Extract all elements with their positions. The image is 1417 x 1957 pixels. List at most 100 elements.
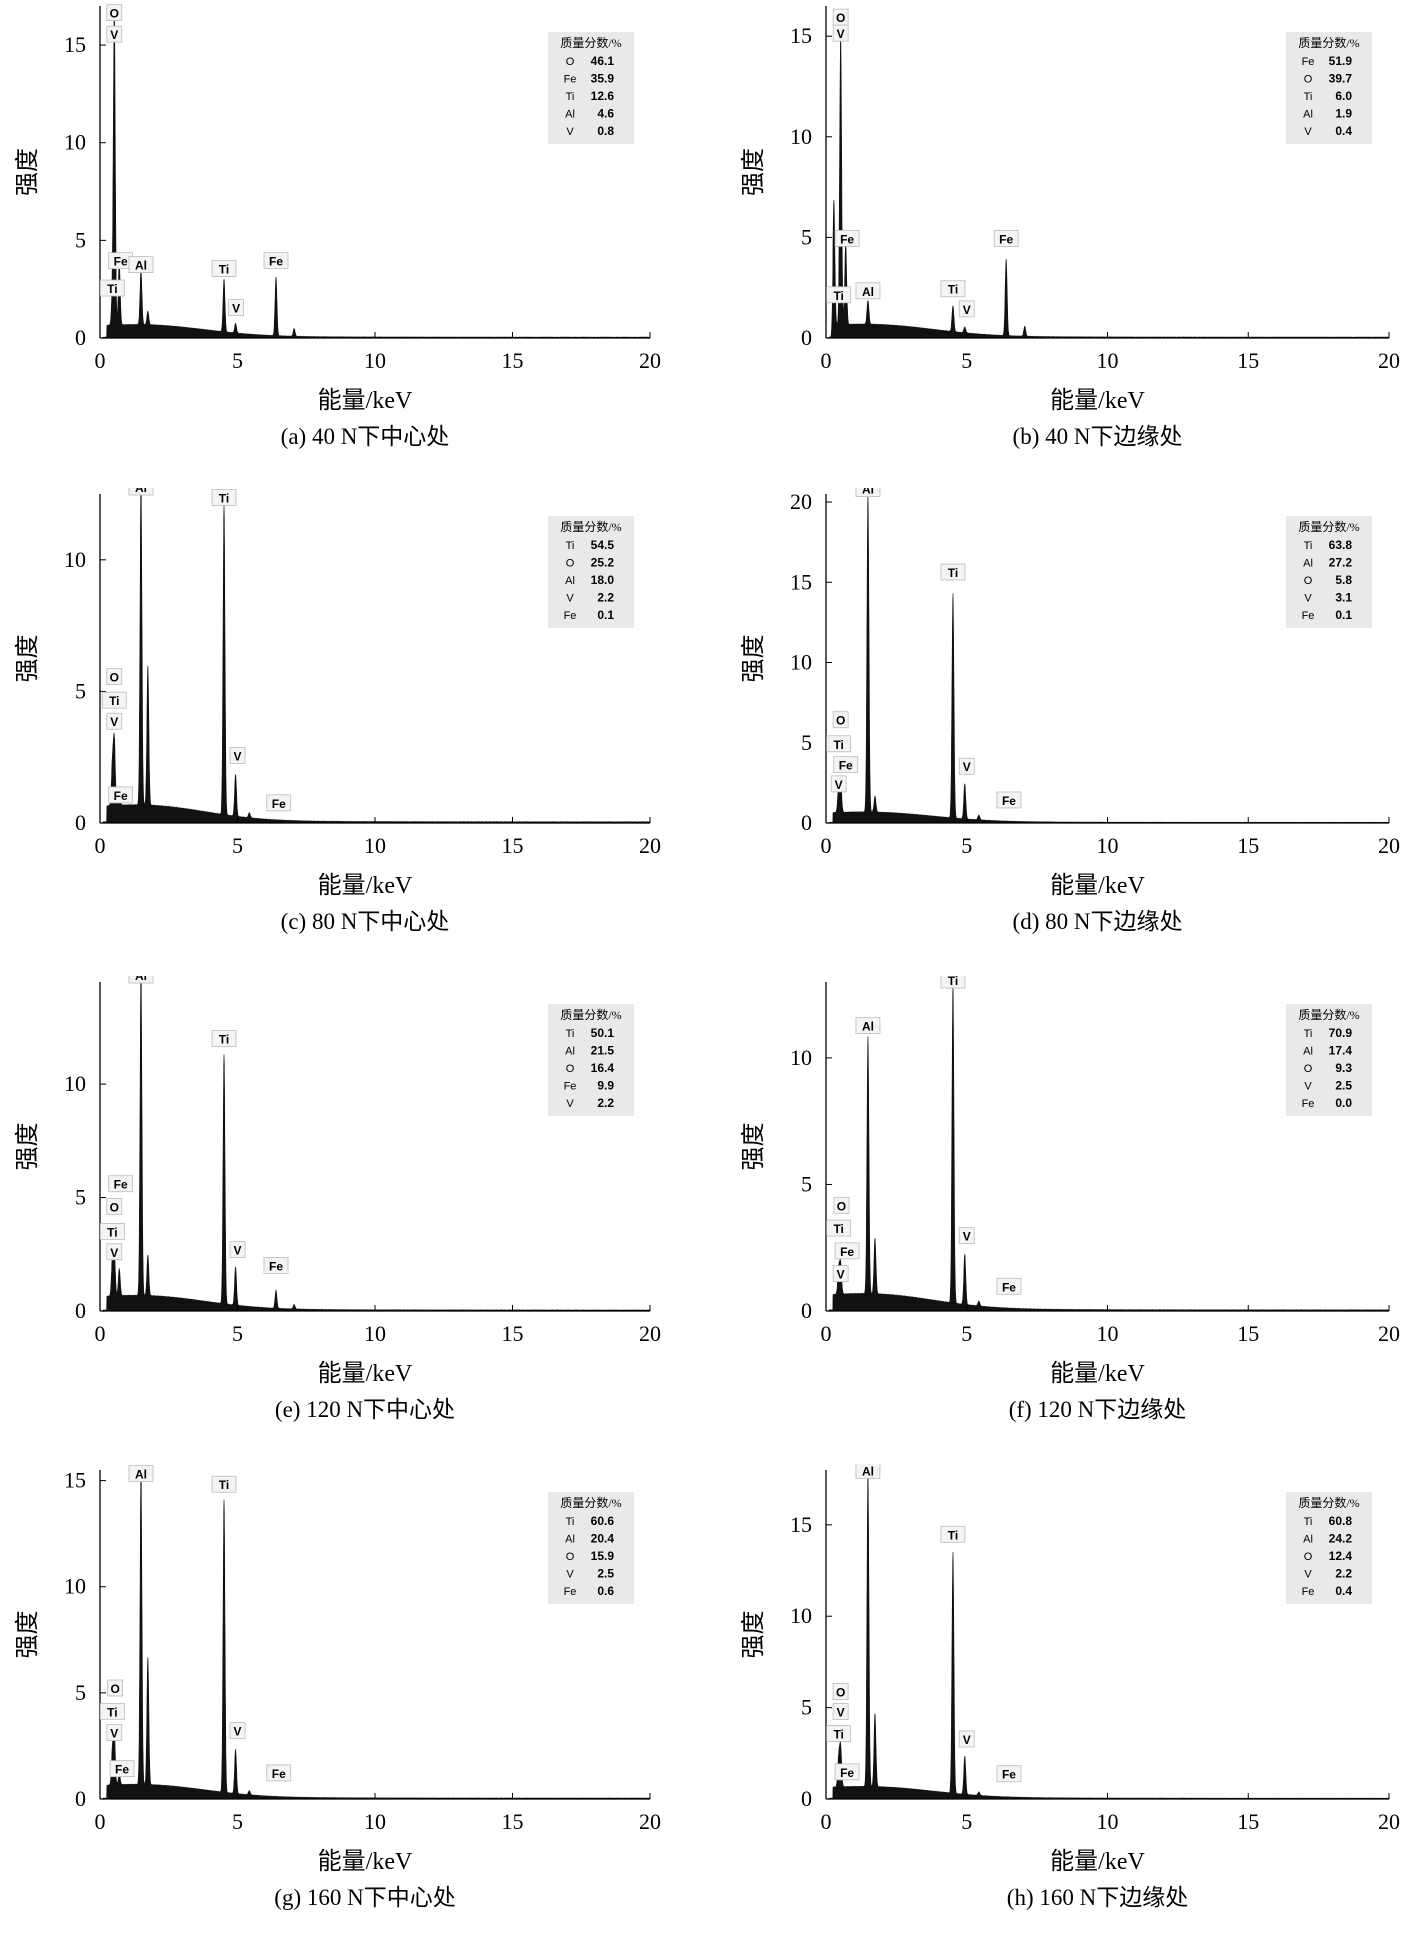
peak-label-box <box>128 256 154 274</box>
peak-label: V <box>958 1227 975 1245</box>
y-tick-label: 0 <box>801 810 812 835</box>
legend-element: Ti <box>1304 540 1313 552</box>
y-tick-label: 5 <box>801 1695 812 1720</box>
composition-legend: 质量分数/% Ti 63.8 Al 27.2 O 5.8 V 3.1 Fe 0.1 <box>1286 516 1372 628</box>
legend-mass-fraction: 12.4 <box>1329 1549 1353 1563</box>
legend-mass-fraction: 2.2 <box>597 591 614 605</box>
peak-label-text: Ti <box>833 1728 843 1742</box>
eds-panel: 0 5 10 15 20 0 5 10 15 能量/keV 强度 (g) 160 N下中心处 Al Ti O… <box>0 1464 708 1952</box>
peak-label-box <box>211 260 237 277</box>
peak-label-text: Al <box>135 1468 147 1482</box>
x-tick-label: 15 <box>1237 833 1259 858</box>
peak-label: Al <box>855 282 881 300</box>
y-axis-label: 强度 <box>14 148 41 196</box>
peak-label: O <box>106 668 123 685</box>
peak-label-text: Al <box>862 1464 874 1478</box>
eds-panel: 0 5 10 15 20 0 5 10 15 能量/keV 强度 (a) 40 N下中心处 O V Fe Ti… <box>0 0 708 488</box>
peak-label-text: Ti <box>219 1033 229 1047</box>
peak-label-box <box>826 286 852 304</box>
x-tick-label: 15 <box>502 833 524 858</box>
peak-label: Fe <box>996 791 1022 809</box>
legend-mass-fraction: 24.2 <box>1329 1532 1353 1546</box>
legend-mass-fraction: 4.6 <box>597 107 614 121</box>
peak-label: Fe <box>996 1277 1022 1295</box>
x-axis-label: 能量/keV <box>318 872 413 899</box>
peak-label-text: O <box>836 1685 845 1699</box>
y-tick-label: 10 <box>790 1045 812 1070</box>
legend-element: V <box>1304 1081 1312 1093</box>
peak-label-text: Fe <box>840 232 854 246</box>
y-tick-label: 10 <box>790 124 812 149</box>
peak-label-box <box>128 1465 154 1483</box>
panel-caption: (c) 80 N下中心处 <box>281 909 450 934</box>
peak-label-text: Fe <box>269 255 283 269</box>
peak-label: Fe <box>834 230 860 247</box>
peak-label: V <box>229 1241 246 1258</box>
legend-mass-fraction: 60.8 <box>1329 1514 1353 1528</box>
peak-label: V <box>229 747 246 764</box>
peak-label-box <box>855 1017 881 1035</box>
y-tick-label: 10 <box>64 547 86 572</box>
y-tick-label: 15 <box>790 1512 812 1537</box>
peak-label-box <box>826 1219 852 1237</box>
peak-label: Ti <box>826 735 852 753</box>
peak-label-text: Al <box>135 488 147 495</box>
peak-label-box <box>108 1175 134 1193</box>
peak-label-text: V <box>110 1727 118 1741</box>
peak-label-box <box>99 1222 125 1240</box>
peak-label-text: V <box>963 1230 971 1244</box>
legend-mass-fraction: 0.1 <box>597 608 614 622</box>
x-tick-label: 5 <box>961 348 972 373</box>
peak-label-text: V <box>110 1246 118 1260</box>
composition-legend: 质量分数/% Ti 54.5 O 25.2 Al 18.0 V 2.2 Fe 0.1 <box>548 516 634 628</box>
peak-label-box <box>832 711 849 729</box>
x-tick-label: 5 <box>232 1809 243 1834</box>
x-tick-label: 10 <box>1097 348 1119 373</box>
peak-label-box <box>101 691 127 709</box>
peak-label-text: Fe <box>999 232 1013 246</box>
peak-label-box <box>834 1242 860 1260</box>
legend-box <box>1286 516 1372 628</box>
peak-label-box <box>266 794 292 812</box>
legend-element: Ti <box>566 540 575 552</box>
peak-label-text: Fe <box>1002 1280 1016 1294</box>
y-axis-label: 强度 <box>14 1611 41 1659</box>
legend-element: V <box>566 1098 574 1110</box>
y-tick-label: 0 <box>75 1298 86 1323</box>
peak-label: V <box>832 1265 849 1283</box>
peak-label-box <box>228 299 245 316</box>
x-tick-label: 5 <box>232 1321 243 1346</box>
legend-mass-fraction: 54.5 <box>591 538 615 552</box>
peak-label-text: Ti <box>833 289 843 303</box>
peak-label-text: O <box>836 11 845 25</box>
spectrum-trace <box>828 1470 1390 1801</box>
y-tick-label: 10 <box>790 650 812 675</box>
peak-label-text: Al <box>862 285 874 299</box>
spectrum-trace <box>102 981 651 1313</box>
legend-element: Fe <box>564 610 577 622</box>
legend-mass-fraction: 17.4 <box>1329 1044 1353 1058</box>
peak-label-box <box>940 1525 966 1543</box>
peak-label-text: Fe <box>840 1245 854 1259</box>
composition-legend: 质量分数/% Ti 70.9 Al 17.4 O 9.3 V 2.5 Fe 0.0 <box>1286 1004 1372 1116</box>
peak-label-text: V <box>837 1706 845 1720</box>
y-tick-label: 5 <box>801 730 812 755</box>
peak-label-text: Al <box>862 488 874 497</box>
peak-label-text: Ti <box>219 492 229 506</box>
peak-label-box <box>106 4 123 22</box>
eds-panel: 0 5 10 15 20 0 5 10 15 20 能量/keV 强度 (d) 80 N下边缘处 Al Ti… <box>708 480 1416 976</box>
legend-element: Fe <box>1302 610 1315 622</box>
legend-element: O <box>1304 1551 1313 1563</box>
x-axis-label: 能量/keV <box>1050 1848 1145 1875</box>
eds-panel: 0 5 10 15 20 0 5 10 能量/keV 强度 (e) 120 N下中心处 Al Ti Fe O… <box>0 966 708 1464</box>
spectrum-chart: 0 5 10 15 20 0 5 10 能量/keV 强度 (e) 120 N下中心处 Al Ti Fe O… <box>14 966 661 1422</box>
panel-caption: (b) 40 N下边缘处 <box>1013 424 1183 449</box>
peak-label: Al <box>128 966 154 984</box>
legend-mass-fraction: 0.4 <box>1335 1584 1352 1598</box>
y-tick-label: 15 <box>64 1468 86 1493</box>
spectrum-chart: 0 5 10 15 20 0 5 10 能量/keV 强度 (c) 80 N下中心处 Al Ti O Ti V… <box>14 478 661 934</box>
legend-element: O <box>566 1551 575 1563</box>
peak-label-box <box>958 1730 975 1748</box>
peak-label-text: Ti <box>948 976 958 988</box>
